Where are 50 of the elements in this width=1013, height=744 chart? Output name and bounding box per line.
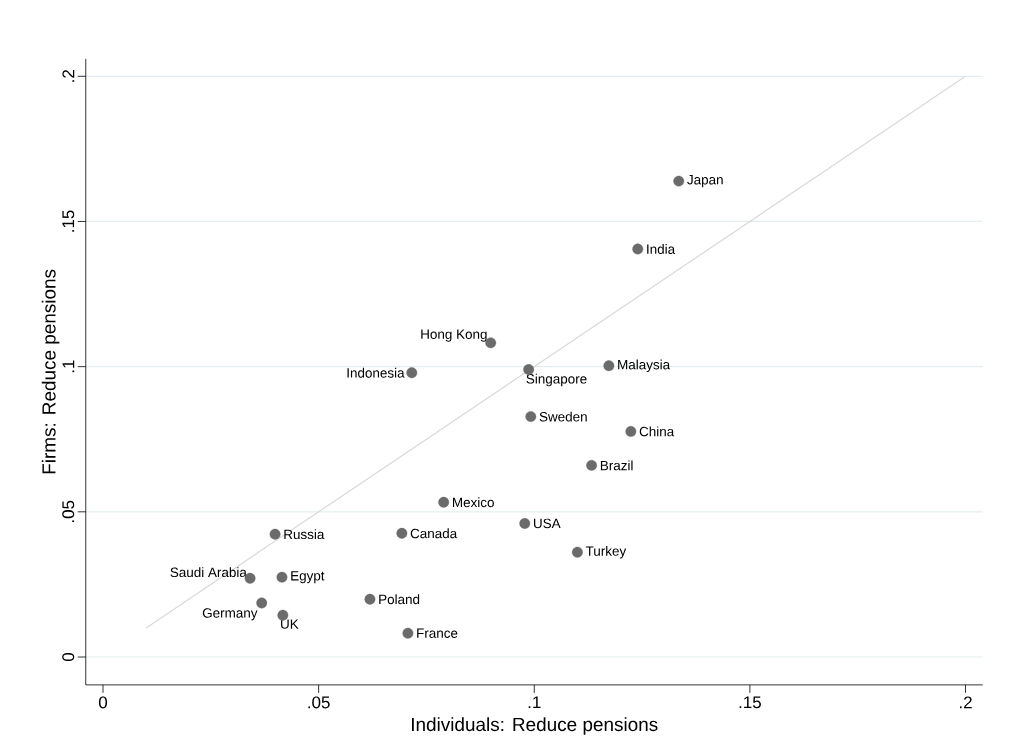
point — [603, 360, 615, 372]
annotation: Saudi Arabia — [170, 567, 247, 578]
point — [625, 425, 637, 437]
point — [519, 518, 531, 529]
y-tick-label: .1 — [62, 360, 75, 373]
point — [364, 593, 376, 605]
annotation: UK — [281, 619, 299, 629]
annotation: Germany — [202, 608, 258, 621]
annotation: Sweden — [539, 411, 587, 422]
x-tick-label: .2 — [960, 696, 972, 709]
annotation: Japan — [687, 175, 723, 188]
point — [485, 337, 497, 349]
x-tick-label: 0 — [98, 696, 108, 709]
annotation: USA — [534, 518, 561, 529]
point — [673, 175, 685, 187]
point — [396, 527, 408, 539]
annotation: Indonesia — [347, 367, 405, 378]
annotation: Brazil — [600, 460, 633, 471]
annotation: Egypt — [291, 571, 325, 584]
point — [244, 572, 256, 584]
x-axis-title: Individuals: Reduce pensions — [412, 717, 658, 735]
annotation: India — [647, 244, 676, 254]
point — [402, 627, 414, 639]
point — [525, 411, 537, 422]
annotation: Hong Kong — [421, 329, 487, 342]
y-axis-title: Firms: Reduce pensions — [41, 269, 60, 474]
annotation: Singapore — [526, 373, 587, 387]
annotation: China — [639, 426, 675, 437]
annotation: France — [417, 628, 458, 638]
point — [269, 528, 281, 540]
x-tick-label: .15 — [739, 696, 761, 709]
point — [276, 571, 288, 583]
point — [632, 243, 644, 255]
x-tick-label: .05 — [308, 696, 330, 709]
y-tick-label: .2 — [62, 70, 75, 82]
annotation: Mexico — [453, 497, 494, 508]
annotation: Poland — [379, 594, 420, 605]
y-tick-label: .05 — [62, 500, 75, 523]
point — [586, 459, 598, 471]
point — [571, 546, 583, 558]
point — [406, 367, 418, 379]
annotation: Turkey — [585, 545, 627, 559]
x-tick-label: .1 — [528, 696, 541, 709]
annotation: Malaysia — [618, 359, 671, 373]
y-tick-label: 0 — [62, 652, 75, 662]
point — [256, 597, 268, 609]
annotation: Canada — [410, 528, 458, 539]
y-tick-label: .15 — [62, 210, 75, 232]
point — [438, 496, 450, 508]
annotation: Russia — [284, 529, 325, 540]
